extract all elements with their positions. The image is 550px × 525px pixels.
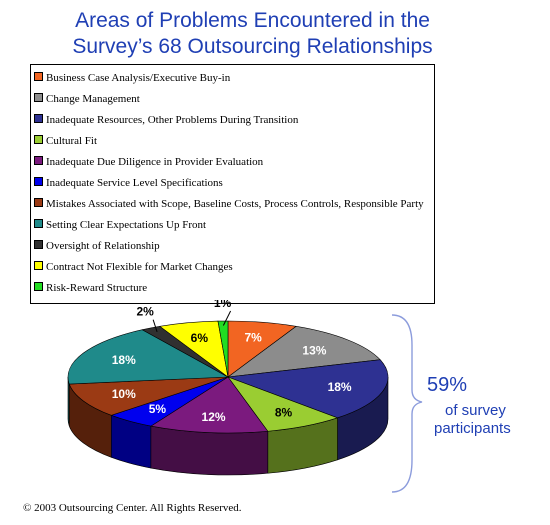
chart-title-line-2: Survey’s 68 Outsourcing Relationships [72, 35, 433, 58]
legend-swatch [34, 198, 43, 207]
data-label: 7% [244, 331, 262, 345]
data-label: 6% [191, 331, 209, 345]
data-label: 10% [112, 387, 136, 401]
data-label: 1% [214, 300, 232, 310]
legend-label: Business Case Analysis/Executive Buy-in [46, 72, 231, 84]
legend-item: Setting Clear Expectations Up Front [34, 218, 206, 232]
legend-item: Inadequate Resources, Other Problems Dur… [34, 113, 298, 127]
data-label: 18% [112, 353, 136, 367]
legend-label: Setting Clear Expectations Up Front [46, 219, 207, 231]
legend-swatch [34, 114, 43, 123]
legend-item: Contract Not Flexible for Market Changes [34, 260, 233, 274]
data-label: 18% [328, 380, 352, 394]
legend-item: Risk-Reward Structure [34, 281, 147, 295]
legend-swatch [34, 240, 43, 249]
legend-label: Contract Not Flexible for Market Changes [46, 261, 233, 273]
legend-item: Business Case Analysis/Executive Buy-in [34, 71, 230, 85]
pie-chart: 7% 13% 18% 8% 12% 5% 10% 18% 2% 6% 1% [67, 300, 423, 493]
legend-swatch [34, 93, 43, 102]
callout-bracket [391, 314, 423, 493]
data-label: 12% [202, 410, 226, 424]
callout-percent: 59% [427, 374, 468, 396]
legend-label: Inadequate Due Diligence in Provider Eva… [46, 156, 264, 168]
pie-slice [227, 359, 389, 419]
pie-slice [226, 326, 381, 378]
pie-slice [217, 320, 229, 378]
copyright-notice: © 2003 Outsourcing Center. All Rights Re… [23, 502, 242, 514]
legend-item: Cultural Fit [34, 134, 97, 148]
legend-label: Inadequate Resources, Other Problems Dur… [46, 114, 299, 126]
callout-line-1: of survey [445, 402, 506, 419]
legend-item: Inadequate Due Diligence in Provider Eva… [34, 155, 263, 169]
legend-swatch [34, 135, 43, 144]
chart-legend: Business Case Analysis/Executive Buy-in C… [30, 64, 435, 304]
legend-swatch [34, 156, 43, 165]
legend-label: Mistakes Associated with Scope, Baseline… [46, 198, 424, 210]
callout-line-2: participants [434, 420, 511, 437]
legend-item: Oversight of Relationship [34, 239, 160, 253]
label-leader-line [152, 319, 158, 333]
data-label: 5% [149, 402, 167, 416]
legend-label: Risk-Reward Structure [46, 282, 148, 294]
chart-title-line-1: Areas of Problems Encountered in the [75, 9, 430, 32]
legend-swatch [34, 282, 43, 291]
legend-swatch [34, 219, 43, 228]
legend-item: Inadequate Service Level Specifications [34, 176, 223, 190]
legend-item: Change Management [34, 92, 140, 106]
legend-item: Mistakes Associated with Scope, Baseline… [34, 197, 424, 211]
legend-label: Oversight of Relationship [46, 240, 160, 252]
legend-label: Inadequate Service Level Specifications [46, 177, 223, 189]
data-label: 13% [302, 343, 326, 357]
pie-slice [68, 376, 229, 416]
legend-swatch [34, 261, 43, 270]
pie-slice [150, 376, 269, 434]
legend-swatch [34, 72, 43, 81]
legend-label: Cultural Fit [46, 135, 98, 147]
pie-slice-side [150, 425, 269, 476]
data-label: 2% [136, 305, 154, 319]
legend-swatch [34, 177, 43, 186]
pie-slice [67, 329, 230, 385]
legend-label: Change Management [46, 93, 140, 105]
label-leader-line [222, 310, 232, 326]
data-label: 8% [275, 405, 293, 419]
